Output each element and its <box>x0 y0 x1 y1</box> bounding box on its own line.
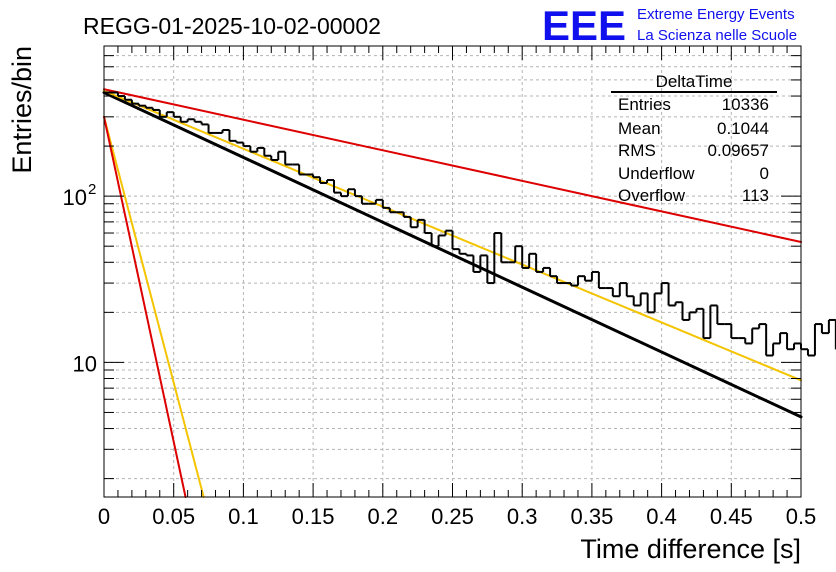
x-tick-label: 0.2 <box>368 504 399 529</box>
stats-label: RMS <box>618 141 656 160</box>
x-tick-label: 0.1 <box>228 504 259 529</box>
stats-value: 10336 <box>722 95 769 114</box>
x-tick-label: 0.45 <box>710 504 753 529</box>
x-tick-label: 0.25 <box>431 504 474 529</box>
y-tick-label-exponent: 2 <box>88 181 96 198</box>
stats-label: Mean <box>618 119 661 138</box>
stats-box-name: DeltaTime <box>656 72 733 91</box>
series-line-red-slow <box>103 88 802 243</box>
logo-line-2: La Scienza nelle Scuole <box>637 27 797 44</box>
stats-label: Overflow <box>618 186 686 205</box>
axis-ticks <box>103 46 802 497</box>
series-line-red-fast <box>103 115 187 498</box>
series-line-fit <box>102 91 803 419</box>
stats-value: 0.1044 <box>717 119 769 138</box>
y-tick-label: 10 <box>73 351 97 376</box>
x-tick-label: 0.3 <box>507 504 538 529</box>
plot-title: REGG-01-2025-10-02-00002 <box>83 13 381 39</box>
y-tick-label: 10 <box>63 185 87 210</box>
grid <box>104 46 801 497</box>
logo-mark: EEE <box>542 2 626 49</box>
x-axis-title: Time difference [s] <box>580 534 801 564</box>
histogram <box>104 91 836 357</box>
x-tick-label: 0 <box>98 504 110 529</box>
stats-box: DeltaTime Entries 10336 Mean 0.1044 RMS … <box>611 72 777 205</box>
x-tick-label: 0.15 <box>292 504 335 529</box>
stats-label: Entries <box>618 95 671 114</box>
x-tick-label: 0.05 <box>152 504 195 529</box>
logo-line-1: Extreme Energy Events <box>637 6 795 23</box>
stats-value: 0.09657 <box>708 141 769 160</box>
x-tick-label: 0.5 <box>786 504 817 529</box>
x-tick-label: 0.4 <box>646 504 677 529</box>
series-line-yellow-fast <box>103 115 205 498</box>
x-tick-label: 0.35 <box>570 504 613 529</box>
y-axis-title: Entries/bin <box>7 46 37 174</box>
x-tick-labels: 0 0.05 0.1 0.15 0.2 0.25 0.3 0.35 0.4 0.45 0.5 <box>98 504 816 529</box>
stats-value: 0 <box>760 164 769 183</box>
eee-logo: EEE Extreme Energy Events La Scienza nel… <box>542 2 797 49</box>
stats-value: 113 <box>742 186 769 205</box>
stats-label: Underflow <box>618 164 695 183</box>
